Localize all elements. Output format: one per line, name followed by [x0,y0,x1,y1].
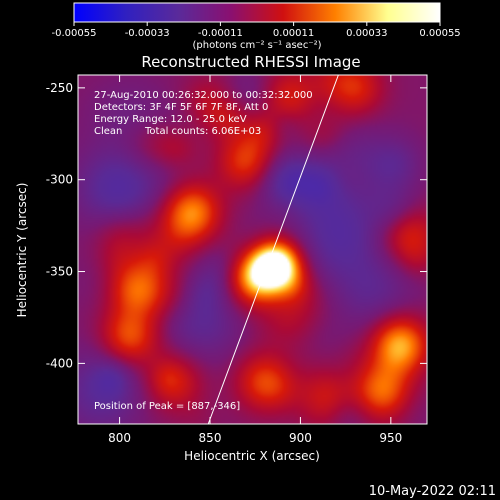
annotation-energy: Energy Range: 12.0 - 25.0 keV [94,114,247,125]
y-tick-label: -350 [46,265,73,279]
x-axis-label: Heliocentric X (arcsec) [184,449,320,463]
x-tick-label: 800 [108,431,131,445]
colorbar-tick-label: -0.00055 [52,28,97,39]
footer-timestamp: 10-May-2022 02:11 [369,484,496,499]
solar-limb-line [207,75,339,424]
annotation-clean: Clean [94,126,122,137]
chart-title: Reconstructed RHESSI Image [141,53,360,71]
colorbar-tick-label: -0.00011 [198,28,243,39]
y-tick-label: -250 [46,81,73,95]
y-axis-label: Heliocentric Y (arcsec) [15,183,29,318]
axis-ticks: 800 850 900 950 -250 -300 -350 -400 [46,75,427,445]
x-tick-label: 900 [289,431,312,445]
y-tick-label: -300 [46,173,73,187]
heatmap-image [78,75,427,424]
colorbar-unit-label: (photons cm⁻² s⁻¹ asec⁻²) [192,40,321,51]
colorbar [73,2,441,23]
plot-frame [77,74,428,425]
x-tick-label: 850 [199,431,222,445]
annotation-total-counts: Total counts: 6.06E+03 [144,126,261,137]
annotation-peak-position: Position of Peak = [887,-346] [94,401,240,412]
colorbar-ticks: -0.00055 -0.00033 -0.00011 0.00011 0.00033 0.… [52,22,461,39]
colorbar-tick-label: -0.00033 [125,28,170,39]
y-tick-label: -400 [46,356,73,370]
x-tick-label: 950 [379,431,402,445]
limb-line-group [207,75,339,424]
colorbar-tick-label: 0.00055 [419,28,460,39]
colorbar-tick-label: 0.00033 [346,28,387,39]
annotation-detectors: Detectors: 3F 4F 5F 6F 7F 8F, Att 0 [94,102,268,113]
annotation-time-range: 27-Aug-2010 00:26:32.000 to 00:32:32.000 [94,90,313,101]
colorbar-tick-label: 0.00011 [273,28,314,39]
